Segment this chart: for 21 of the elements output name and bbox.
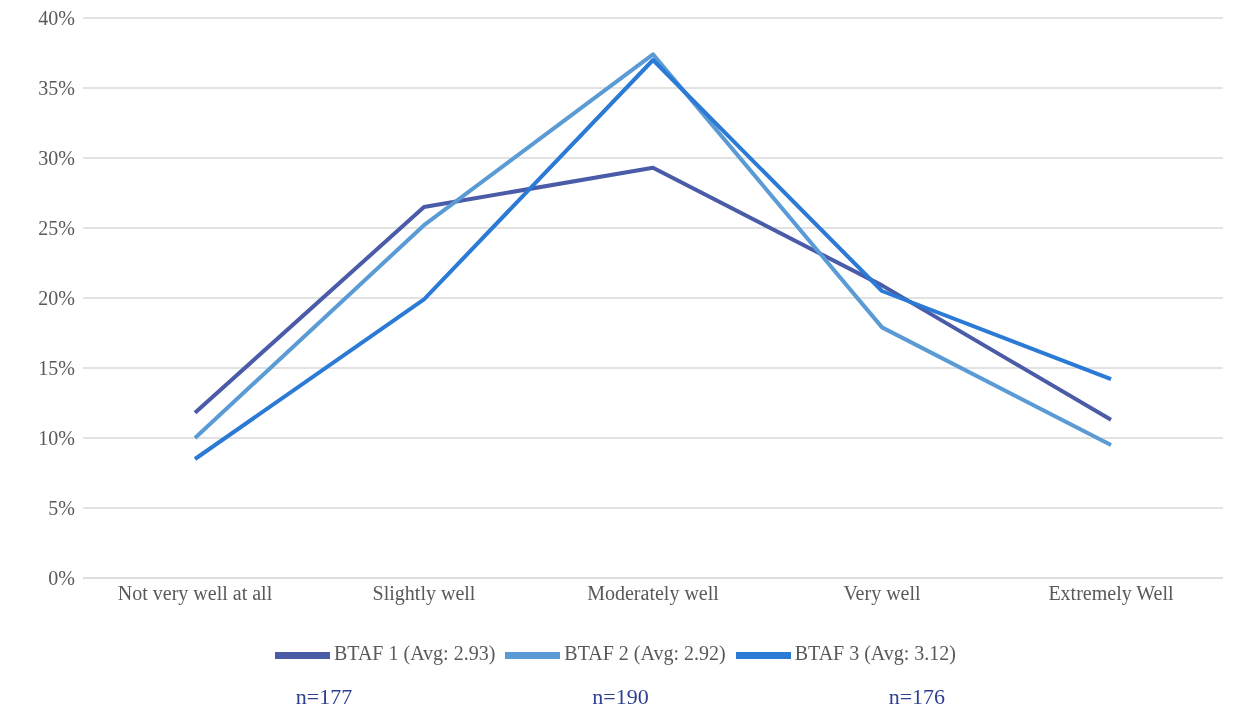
x-tick-label: Moderately well [587,582,720,606]
text: n=190 [592,684,649,710]
x-tick-label: Extremely Well [1048,582,1175,606]
line-series [193,165,1113,422]
x-tick-label: Very well [843,582,922,606]
y-tick-label: 35% [38,77,75,100]
x-tick-label: Slightly well [372,582,476,606]
y-tick-label: 5% [48,497,75,520]
y-tick-label: 25% [38,217,75,240]
legend-label: BTAF 1 (Avg: 2.93) [333,642,496,665]
y-tick-label: 20% [38,287,75,310]
text: n=176 [888,684,946,710]
y-tick-label: 10% [38,427,75,450]
y-tick-label: 15% [38,357,75,380]
y-tick-label: 40% [38,7,75,30]
y-tick-label: 0% [48,567,75,590]
legend-label: BTAF 2 (Avg: 2.92) [564,642,726,665]
y-tick-label: 30% [38,147,75,170]
x-tick-label: Not very well at all [117,582,273,606]
text: n=177 [295,684,353,710]
legend-label: BTAF 3 (Avg: 3.12) [794,642,957,665]
